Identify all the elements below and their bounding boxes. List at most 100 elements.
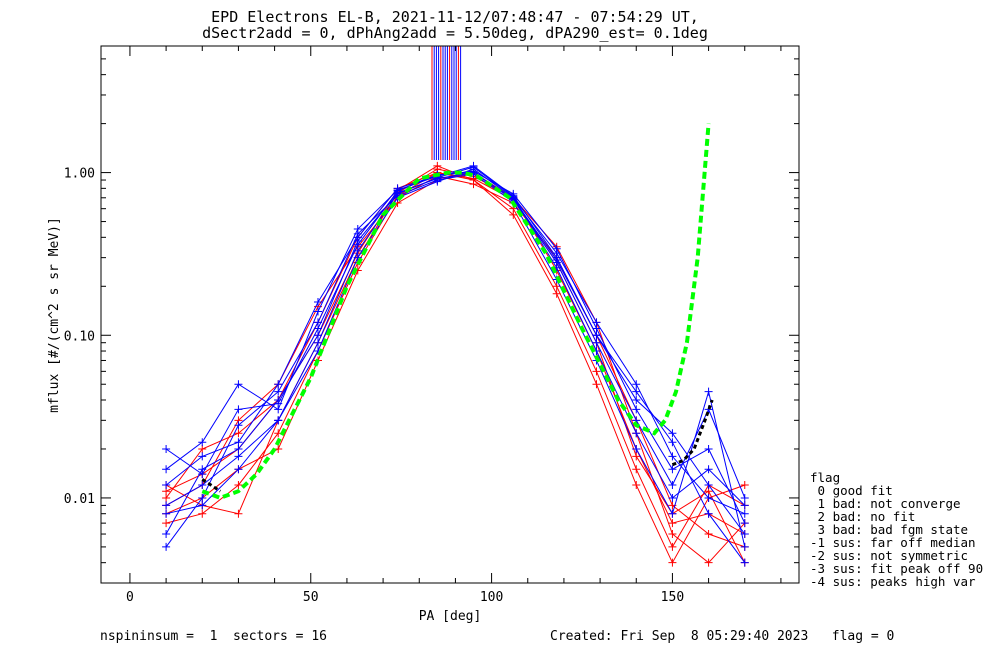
- data-point: [552, 289, 561, 298]
- data-point: [668, 481, 677, 490]
- footer-right: Created: Fri Sep 8 05:29:40 2023 flag = …: [550, 629, 894, 644]
- data-point: [162, 501, 171, 510]
- data-point: [162, 530, 171, 539]
- data-point: [393, 187, 402, 196]
- data-point: [552, 256, 561, 265]
- data-point: [632, 465, 641, 474]
- y-tick-label: 0.01: [64, 492, 95, 507]
- data-point: [668, 452, 677, 461]
- chart-title: EPD Electrons EL-B, 2021-11-12/07:48:47 …: [211, 8, 699, 26]
- data-point: [592, 324, 601, 333]
- data-point: [313, 338, 322, 347]
- data-point: [234, 444, 243, 453]
- data-point: [740, 558, 749, 567]
- data-point: [274, 387, 283, 396]
- data-point: [433, 161, 442, 170]
- data-point: [162, 519, 171, 528]
- data-point: [704, 509, 713, 518]
- data-point: [592, 338, 601, 347]
- footer-left: nspininsum = 1 sectors = 16: [100, 629, 327, 644]
- series-line: [165, 165, 745, 564]
- data-point: [162, 444, 171, 453]
- data-point: [274, 399, 283, 408]
- data-point: [162, 481, 171, 490]
- series-red-2: [162, 172, 749, 551]
- data-point: [313, 324, 322, 333]
- data-point: [198, 501, 207, 510]
- series-blue-10: [162, 167, 749, 528]
- data-point: [704, 444, 713, 453]
- data-point: [234, 421, 243, 430]
- legend-entry: 0 good fit: [810, 483, 893, 498]
- series-blue-6: [162, 161, 749, 539]
- data-point: [198, 438, 207, 447]
- data-point: [198, 493, 207, 502]
- median-curve: [201, 478, 222, 493]
- median-curve: [671, 399, 714, 467]
- data-point: [632, 405, 641, 414]
- series-line: [165, 172, 746, 563]
- data-point: [274, 380, 283, 389]
- data-point: [632, 387, 641, 396]
- data-point: [704, 558, 713, 567]
- data-point: [274, 416, 283, 425]
- data-point: [198, 481, 207, 490]
- data-point: [592, 367, 601, 376]
- series-blue-12: [162, 168, 749, 567]
- data-point: [668, 438, 677, 447]
- y-tick-label: 0.10: [64, 329, 95, 344]
- data-point: [704, 493, 713, 502]
- data-point: [740, 542, 749, 551]
- data-point: [668, 530, 677, 539]
- flag-legend: flag 0 good fit 1 bad: not converge 2 ba…: [810, 470, 983, 589]
- data-point: [632, 380, 641, 389]
- data-point: [353, 233, 362, 242]
- x-tick-label: 0: [126, 590, 134, 605]
- data-point: [740, 501, 749, 510]
- data-point: [668, 519, 677, 528]
- series-blue-9: [162, 170, 749, 551]
- series-layer: [162, 46, 749, 567]
- data-point: [668, 429, 677, 438]
- data-point: [509, 210, 518, 219]
- data-point: [162, 542, 171, 551]
- data-point: [198, 444, 207, 453]
- y-tick-label: 1.00: [64, 167, 95, 182]
- series-red-3: [162, 168, 749, 567]
- series-blue-7: [162, 168, 749, 539]
- plot-frame: [100, 45, 800, 584]
- data-point: [234, 465, 243, 474]
- fit-curve: [201, 123, 711, 501]
- data-point: [162, 465, 171, 474]
- data-point: [668, 542, 677, 551]
- legend-title: flag: [810, 470, 840, 485]
- data-point: [552, 244, 561, 253]
- x-tick-label: 150: [661, 590, 684, 605]
- data-point: [668, 465, 677, 474]
- data-point: [234, 509, 243, 518]
- series-line: [165, 168, 745, 515]
- data-point: [234, 380, 243, 389]
- data-point: [313, 307, 322, 316]
- data-point: [234, 405, 243, 414]
- data-point: [704, 465, 713, 474]
- data-point: [668, 493, 677, 502]
- data-point: [592, 380, 601, 389]
- data-point: [162, 493, 171, 502]
- data-point: [552, 282, 561, 291]
- data-point: [740, 519, 749, 528]
- legend-entry: -4 sus: peaks high var: [810, 574, 976, 589]
- legend-entry: 2 bad: no fit: [810, 509, 915, 524]
- data-point: [234, 452, 243, 461]
- chart-subtitle: dSectr2add = 0, dPhAng2add = 5.50deg, dP…: [202, 24, 708, 42]
- series-line: [165, 172, 746, 563]
- data-point: [704, 530, 713, 539]
- series-line: [165, 173, 746, 548]
- legend-entry: -2 sus: not symmetric: [810, 548, 968, 563]
- axis-ticks: 0 50 100 150 0.01 0.10 1.00: [64, 45, 799, 605]
- data-point: [740, 481, 749, 490]
- series-red-5: [162, 168, 749, 567]
- data-point: [740, 509, 749, 518]
- data-point: [234, 481, 243, 490]
